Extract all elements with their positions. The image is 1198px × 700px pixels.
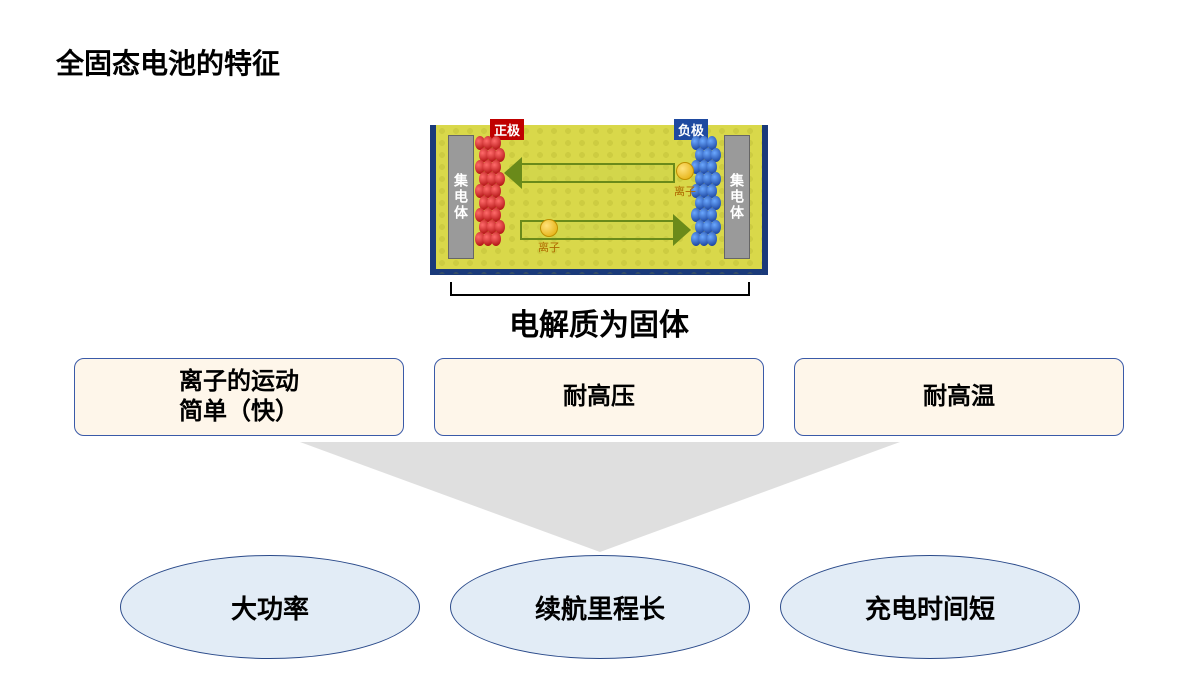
collector-right-label: 集电体 [727,173,747,221]
benefits-row: 大功率 续航里程长 充电时间短 [120,555,1080,659]
battery-diagram: 正极 负极 集电体 集电体 离子 离子 [430,115,768,280]
ion-label-1: 离子 [674,183,696,199]
collector-left: 集电体 [448,135,474,259]
diagram-caption: 电解质为固体 [430,300,768,344]
benefit-2: 续航里程长 [450,555,750,659]
ion-label-2: 离子 [538,239,560,255]
bracket [450,282,750,296]
negative-electrode [692,137,722,255]
ion-icon [540,219,558,237]
collector-left-label: 集电体 [451,173,471,221]
feature-box-3: 耐高温 [794,358,1124,436]
positive-electrode [476,137,506,255]
feature-box-1: 离子的运动 简单（快） [74,358,404,436]
feature-box-2: 耐高压 [434,358,764,436]
benefit-3: 充电时间短 [780,555,1080,659]
ion-icon [676,162,694,180]
ion-arrow-left [520,163,675,183]
benefit-1: 大功率 [120,555,420,659]
page-title: 全固态电池的特征 [56,42,280,82]
down-triangle [300,442,900,552]
features-row: 离子的运动 简单（快） 耐高压 耐高温 [74,358,1124,436]
collector-right: 集电体 [724,135,750,259]
